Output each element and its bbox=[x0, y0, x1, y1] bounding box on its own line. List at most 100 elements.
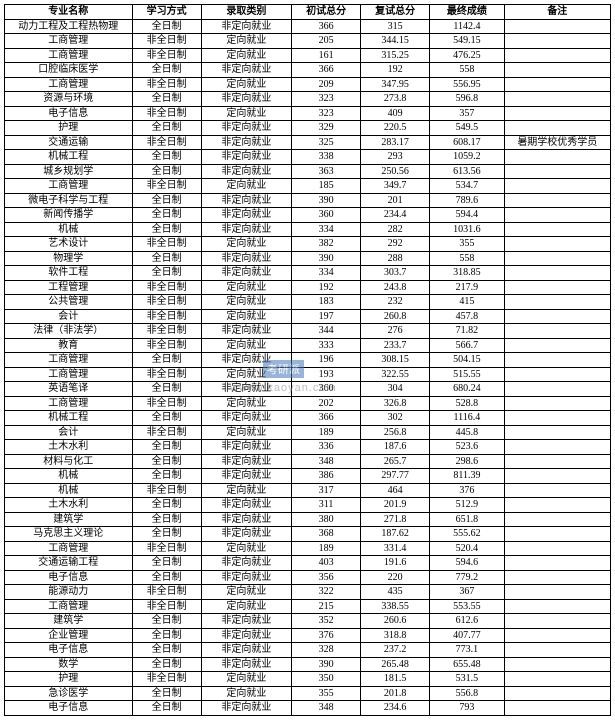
table-cell: 全日制 bbox=[132, 512, 201, 527]
table-cell: 工商管理 bbox=[5, 599, 133, 614]
table-cell bbox=[504, 512, 610, 527]
table-row: 能源动力非全日制定向就业322435367 bbox=[5, 585, 611, 600]
table-cell: 非定向就业 bbox=[201, 222, 291, 237]
table-cell: 435 bbox=[361, 585, 430, 600]
table-cell: 定向就业 bbox=[201, 280, 291, 295]
table-cell bbox=[504, 657, 610, 672]
table-cell: 非全日制 bbox=[132, 309, 201, 324]
table-cell: 348 bbox=[292, 454, 361, 469]
table-cell bbox=[504, 483, 610, 498]
table-cell: 556.8 bbox=[430, 686, 504, 701]
table-cell: 公共管理 bbox=[5, 295, 133, 310]
table-cell: 全日制 bbox=[132, 208, 201, 223]
table-cell: 非全日制 bbox=[132, 280, 201, 295]
table-header-cell: 学习方式 bbox=[132, 5, 201, 20]
table-cell: 非全日制 bbox=[132, 425, 201, 440]
table-cell: 344.15 bbox=[361, 34, 430, 49]
table-cell: 1031.6 bbox=[430, 222, 504, 237]
table-cell: 全日制 bbox=[132, 614, 201, 629]
table-cell: 655.48 bbox=[430, 657, 504, 672]
table-cell: 323 bbox=[292, 92, 361, 107]
table-header-cell: 备注 bbox=[504, 5, 610, 20]
table-cell: 非定向就业 bbox=[201, 150, 291, 165]
table-cell: 256.8 bbox=[361, 425, 430, 440]
table-cell: 196 bbox=[292, 353, 361, 368]
table-cell: 464 bbox=[361, 483, 430, 498]
table-cell: 定向就业 bbox=[201, 77, 291, 92]
table-cell bbox=[504, 193, 610, 208]
table-cell bbox=[504, 701, 610, 716]
table-header-cell: 专业名称 bbox=[5, 5, 133, 20]
table-cell: 定向就业 bbox=[201, 295, 291, 310]
table-cell: 建筑学 bbox=[5, 512, 133, 527]
table-cell: 微电子科学与工程 bbox=[5, 193, 133, 208]
table-cell: 非定向就业 bbox=[201, 440, 291, 455]
table-cell: 非定向就业 bbox=[201, 19, 291, 34]
table-cell: 329 bbox=[292, 121, 361, 136]
table-cell: 779.2 bbox=[430, 570, 504, 585]
table-cell bbox=[504, 382, 610, 397]
table-cell: 非定向就业 bbox=[201, 628, 291, 643]
table-cell: 1116.4 bbox=[430, 411, 504, 426]
table-row: 工商管理非全日制定向就业205344.15549.15 bbox=[5, 34, 611, 49]
table-cell: 651.8 bbox=[430, 512, 504, 527]
table-cell: 283.17 bbox=[361, 135, 430, 150]
table-cell: 260.6 bbox=[361, 614, 430, 629]
table-cell: 工商管理 bbox=[5, 34, 133, 49]
table-cell: 非定向就业 bbox=[201, 498, 291, 513]
table-cell bbox=[504, 77, 610, 92]
table-cell: 201.9 bbox=[361, 498, 430, 513]
table-cell: 360 bbox=[292, 382, 361, 397]
table-cell: 352 bbox=[292, 614, 361, 629]
table-cell: 445.8 bbox=[430, 425, 504, 440]
table-cell: 531.5 bbox=[430, 672, 504, 687]
table-cell: 558 bbox=[430, 251, 504, 266]
table-cell: 定向就业 bbox=[201, 309, 291, 324]
table-row: 土木水利全日制非定向就业336187.6523.6 bbox=[5, 440, 611, 455]
table-cell: 386 bbox=[292, 469, 361, 484]
table-cell: 物理学 bbox=[5, 251, 133, 266]
table-row: 土木水利全日制非定向就业311201.9512.9 bbox=[5, 498, 611, 513]
table-cell: 382 bbox=[292, 237, 361, 252]
table-cell: 全日制 bbox=[132, 19, 201, 34]
table-cell: 380 bbox=[292, 512, 361, 527]
table-cell bbox=[504, 309, 610, 324]
table-row: 机械工程全日制非定向就业3382931059.2 bbox=[5, 150, 611, 165]
table-cell: 344 bbox=[292, 324, 361, 339]
table-cell: 非定向就业 bbox=[201, 382, 291, 397]
table-cell: 334 bbox=[292, 222, 361, 237]
table-cell: 非定向就业 bbox=[201, 570, 291, 585]
table-cell: 220.5 bbox=[361, 121, 430, 136]
table-cell: 非定向就业 bbox=[201, 701, 291, 716]
table-cell: 317 bbox=[292, 483, 361, 498]
table-row: 物理学全日制非定向就业390288558 bbox=[5, 251, 611, 266]
table-cell: 定向就业 bbox=[201, 367, 291, 382]
table-cell bbox=[504, 454, 610, 469]
table-cell bbox=[504, 106, 610, 121]
table-cell: 非全日制 bbox=[132, 483, 201, 498]
table-cell: 773.1 bbox=[430, 643, 504, 658]
table-row: 电子信息全日制非定向就业356220779.2 bbox=[5, 570, 611, 585]
table-cell: 292 bbox=[361, 237, 430, 252]
table-cell: 非全日制 bbox=[132, 77, 201, 92]
table-body: 动力工程及工程热物理全日制非定向就业3663151142.4工商管理非全日制定向… bbox=[5, 19, 611, 715]
table-cell: 法律（非法学） bbox=[5, 324, 133, 339]
table-cell: 全日制 bbox=[132, 164, 201, 179]
table-cell: 材料与化工 bbox=[5, 454, 133, 469]
table-cell: 318.8 bbox=[361, 628, 430, 643]
table-row: 电子信息全日制非定向就业348234.6793 bbox=[5, 701, 611, 716]
table-cell bbox=[504, 179, 610, 194]
table-cell: 全日制 bbox=[132, 469, 201, 484]
table-cell: 全日制 bbox=[132, 193, 201, 208]
table-cell: 全日制 bbox=[132, 266, 201, 281]
table-cell: 工商管理 bbox=[5, 396, 133, 411]
table-cell: 非定向就业 bbox=[201, 353, 291, 368]
table-cell: 全日制 bbox=[132, 701, 201, 716]
table-cell: 348 bbox=[292, 701, 361, 716]
table-cell: 教育 bbox=[5, 338, 133, 353]
table-cell: 非全日制 bbox=[132, 48, 201, 63]
table-cell: 367 bbox=[430, 585, 504, 600]
table-cell: 276 bbox=[361, 324, 430, 339]
table-cell: 非定向就业 bbox=[201, 193, 291, 208]
table-cell: 非全日制 bbox=[132, 599, 201, 614]
